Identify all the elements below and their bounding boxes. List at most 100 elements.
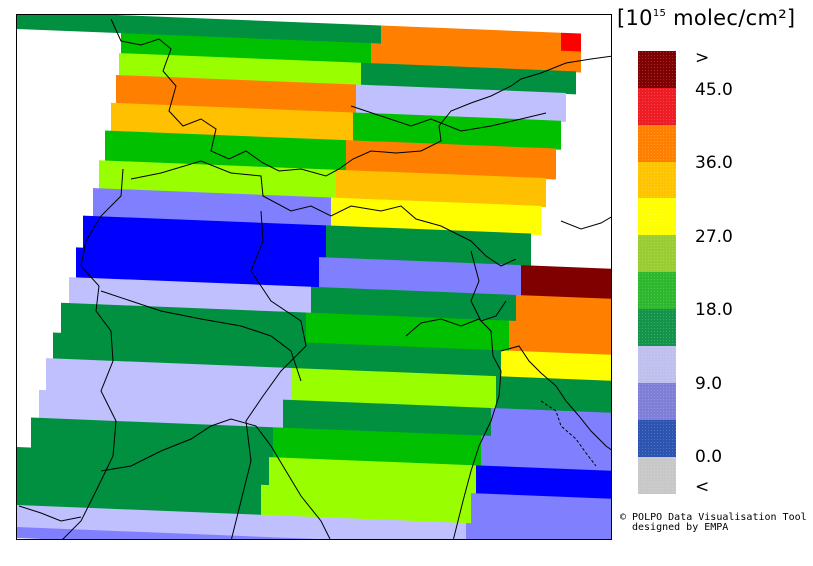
colorbar-swatch — [638, 457, 676, 494]
colorbar-swatch — [638, 51, 676, 88]
colorbar-swatch — [638, 346, 676, 383]
swath-pixel — [306, 312, 509, 352]
swath-pixel — [17, 15, 381, 45]
no-data-area — [17, 213, 83, 249]
swath-pixel — [371, 43, 581, 73]
colorbar-swatch — [638, 383, 676, 420]
swath-pixel — [311, 286, 516, 322]
colorbar-label-0: 0.0 — [695, 447, 723, 467]
swath-pixel — [481, 435, 611, 472]
colorbar-swatch — [638, 420, 676, 457]
no-data-area — [17, 127, 105, 162]
swath-pixel — [491, 407, 611, 442]
colorbar-label-45: 45.0 — [695, 80, 733, 100]
no-data-area — [17, 357, 46, 392]
colorbar-label-36: 36.0 — [695, 153, 733, 173]
swath-pixel-layer — [17, 15, 611, 539]
colorbar-label-9: 9.0 — [695, 374, 723, 394]
no-data-area — [17, 29, 121, 55]
swath-pixel — [336, 169, 546, 208]
colorbar-swatch — [638, 235, 676, 272]
no-data-area — [17, 71, 116, 104]
no-data-area — [17, 157, 99, 190]
no-data-area — [17, 185, 93, 218]
slovenia-border-line — [470, 250, 507, 322]
colorbar-label-18: 18.0 — [695, 300, 733, 320]
no-data-area — [17, 49, 119, 77]
swath-pixel — [111, 102, 353, 142]
swath-pixel — [17, 505, 251, 538]
swath-pixel — [116, 74, 356, 114]
map-frame[interactable] — [16, 14, 612, 540]
swath-pixel — [53, 332, 299, 370]
ligurian-coast-line — [100, 418, 331, 539]
colorbar-swatch — [638, 309, 676, 346]
swath-pixel — [361, 62, 576, 95]
colorbar-swatch — [638, 125, 676, 162]
east-europe-line — [560, 216, 611, 230]
credit-line-2: designed by EMPA — [632, 522, 729, 533]
swath-pixel — [283, 399, 491, 437]
swath-pixel — [17, 447, 269, 487]
austria-border-line — [350, 105, 547, 132]
croatia-coast-line — [500, 345, 611, 451]
satellite-swath-map[interactable] — [17, 15, 612, 540]
swath-pixel — [471, 493, 611, 530]
corsica-coast-line — [18, 505, 82, 522]
swath-pixel — [273, 427, 481, 467]
colorbar-label-27: 27.0 — [695, 227, 733, 247]
swath-pixel — [105, 130, 346, 172]
france-italy-border-line — [62, 168, 124, 539]
swath-pixel — [346, 140, 556, 180]
alpine-border-line — [110, 18, 611, 177]
swath-pixel — [261, 484, 471, 525]
swath-pixel — [516, 294, 611, 326]
swath-pixel — [509, 320, 611, 356]
swath-pixel — [319, 257, 521, 297]
no-data-area — [17, 99, 111, 132]
no-data-area — [17, 245, 76, 279]
swath-pixel — [466, 522, 611, 539]
colorbar-swatch — [638, 88, 676, 125]
no-data-area — [17, 389, 39, 419]
swath-pixel — [76, 247, 319, 289]
swath-pixel — [93, 188, 331, 227]
croatia-islands-line — [540, 400, 597, 467]
swath-pixel — [39, 389, 283, 429]
swath-pixel — [251, 514, 466, 539]
swiss-border-line — [130, 160, 517, 267]
colorbar-label-under: < — [695, 477, 710, 497]
swath-pixel — [561, 32, 581, 53]
swath-pixel — [69, 277, 311, 314]
swath-pixel — [356, 84, 566, 122]
po-valley-line — [100, 290, 302, 382]
no-data-area — [17, 331, 53, 360]
swath-pixel — [326, 225, 531, 267]
swath-pixel — [46, 358, 291, 401]
swath-pixel — [269, 457, 476, 495]
swath-pixel — [61, 302, 306, 344]
swath-pixel — [291, 367, 496, 410]
swath-pixel — [476, 465, 611, 500]
swath-pixel — [17, 475, 261, 516]
colorbar-swatch — [638, 198, 676, 235]
colorbar-label-over: > — [695, 48, 710, 68]
no-data-area — [17, 301, 61, 334]
swath-pixel — [331, 197, 541, 235]
swath-pixel — [496, 376, 611, 414]
swath-pixel — [17, 527, 317, 539]
swath-pixel — [31, 417, 273, 459]
colorbar-swatch — [638, 162, 676, 199]
swath-pixel — [381, 25, 561, 52]
adriatic-coast-line — [405, 318, 502, 539]
swath-pixel — [299, 342, 501, 378]
swath-pixel — [521, 265, 611, 300]
no-data-area — [17, 275, 69, 305]
colorbar-title: [1015 molec/cm²] — [617, 6, 796, 30]
credit-line-1: © POLPO Data Visualisation Tool — [620, 512, 807, 523]
swath-pixel — [501, 350, 611, 382]
colorbar-swatch — [638, 272, 676, 309]
no-data-area — [17, 417, 31, 449]
swath-pixel — [83, 215, 326, 259]
country-border-layer — [18, 18, 611, 539]
